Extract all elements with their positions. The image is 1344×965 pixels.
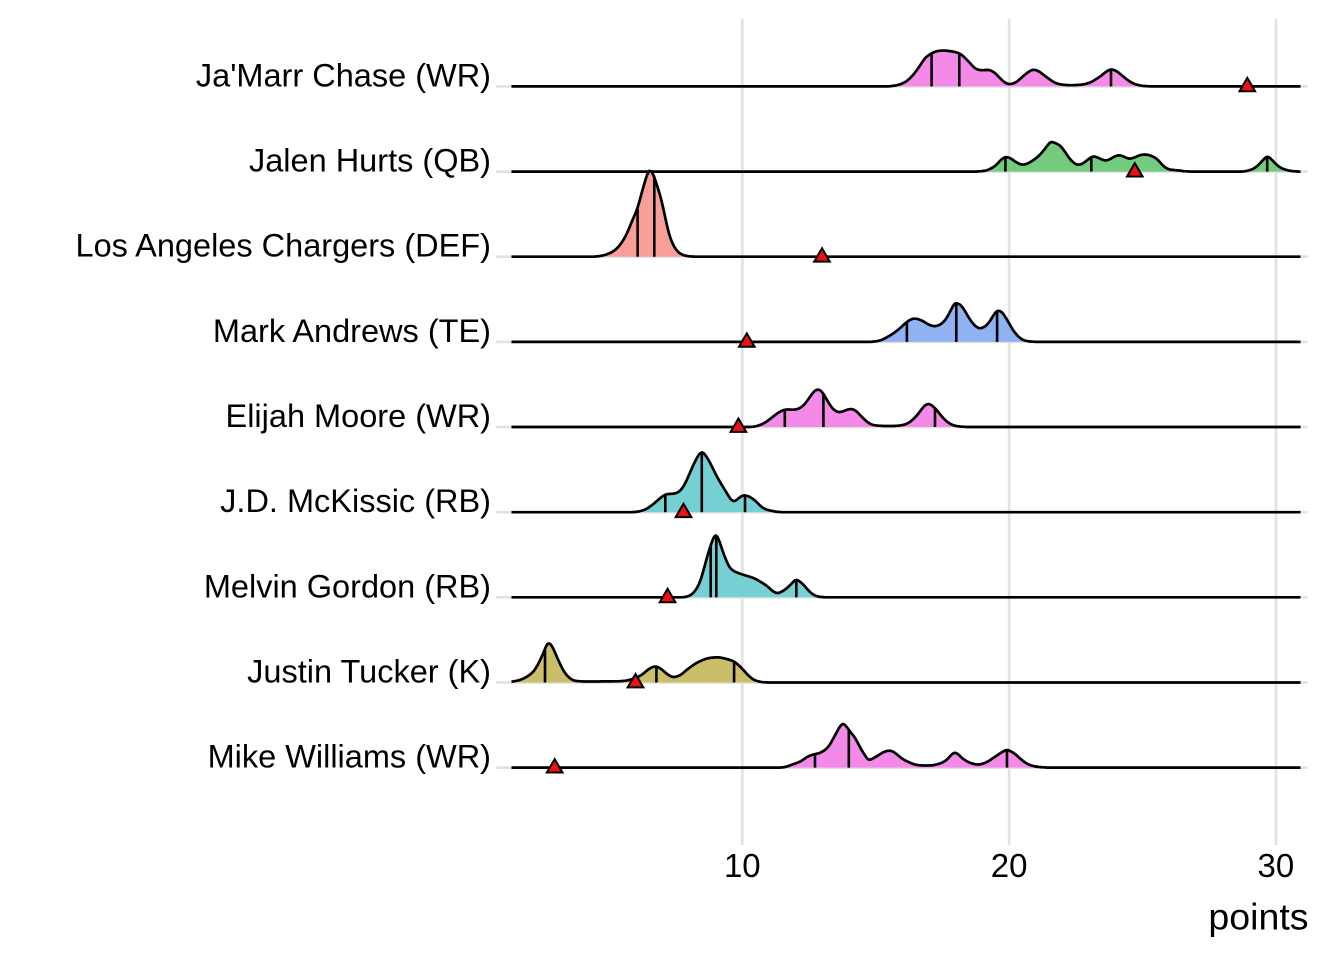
svg-text:10: 10 [724, 847, 761, 884]
svg-text:Justin Tucker (K): Justin Tucker (K) [247, 654, 491, 690]
svg-text:Mark Andrews (TE): Mark Andrews (TE) [213, 313, 491, 349]
svg-text:Jalen Hurts (QB): Jalen Hurts (QB) [249, 143, 491, 179]
svg-text:Mike Williams (WR): Mike Williams (WR) [208, 739, 491, 775]
svg-text:points: points [1208, 896, 1308, 938]
svg-text:Ja'Marr Chase (WR): Ja'Marr Chase (WR) [196, 57, 491, 93]
svg-text:Elijah Moore (WR): Elijah Moore (WR) [226, 398, 491, 434]
svg-text:Los Angeles Chargers (DEF): Los Angeles Chargers (DEF) [76, 228, 491, 264]
svg-text:20: 20 [991, 847, 1028, 884]
svg-text:J.D. McKissic (RB): J.D. McKissic (RB) [220, 483, 491, 519]
svg-text:30: 30 [1258, 847, 1295, 884]
svg-text:Melvin Gordon (RB): Melvin Gordon (RB) [204, 568, 491, 604]
